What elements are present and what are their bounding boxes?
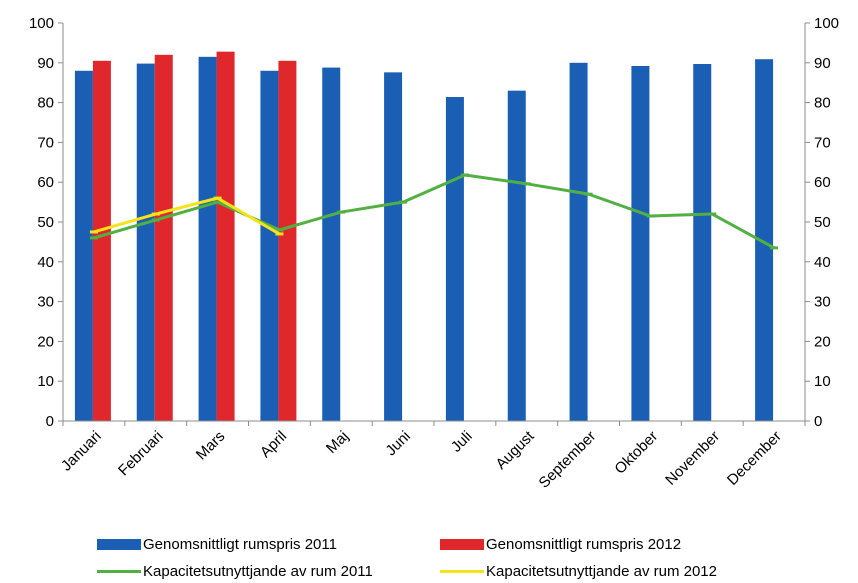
y-tick-label-left-30: 30 bbox=[37, 294, 54, 311]
line-point-2011-september bbox=[584, 192, 593, 196]
line-point-2012-mars bbox=[213, 196, 222, 200]
x-tick-label-april: April bbox=[257, 428, 290, 461]
y-tick-label-right-50: 50 bbox=[814, 214, 831, 231]
x-tick-label-oktober: Oktober bbox=[611, 428, 661, 478]
bar-2011-mars bbox=[198, 56, 217, 422]
bar-2012-april bbox=[278, 60, 297, 422]
bar-2011-maj bbox=[322, 67, 341, 422]
bar-2011-november bbox=[693, 63, 712, 422]
bar-2011-august bbox=[507, 90, 526, 421]
x-tick-label-mars: Mars bbox=[193, 428, 229, 464]
line-point-2011-juni bbox=[399, 200, 408, 204]
x-tick-label-august: August bbox=[493, 427, 539, 473]
x-tick-label-juni: Juni bbox=[382, 428, 413, 459]
y-tick-label-right-20: 20 bbox=[814, 333, 831, 350]
bar-2012-mars bbox=[216, 51, 235, 421]
line-point-2011-januari bbox=[89, 236, 98, 240]
line-point-2011-februari bbox=[151, 218, 160, 222]
line-point-2011-august bbox=[522, 182, 531, 186]
line-series-2012 bbox=[93, 196, 281, 236]
line-series-2011 bbox=[93, 173, 775, 250]
y-tick-label-left-90: 90 bbox=[37, 55, 54, 72]
bar-2011-oktober bbox=[631, 65, 650, 421]
bar-2011-december bbox=[755, 59, 774, 422]
x-tick-label-juli: Juli bbox=[448, 428, 476, 456]
y-tick-label-left-100: 100 bbox=[29, 15, 54, 32]
bar-2012-februari bbox=[154, 54, 173, 422]
x-tick-label-september: September bbox=[536, 428, 600, 492]
line-point-2011-juli bbox=[460, 173, 469, 177]
bar-2011-juni bbox=[384, 72, 403, 422]
bar-2011-januari bbox=[74, 70, 93, 421]
bar-2011-februari bbox=[136, 63, 155, 421]
bar-2011-juli bbox=[445, 97, 464, 421]
y-tick-label-right-70: 70 bbox=[814, 134, 831, 151]
line-point-2012-april bbox=[275, 232, 284, 236]
y-tick-label-right-80: 80 bbox=[814, 95, 831, 112]
x-tick-label-februari: Februari bbox=[115, 428, 167, 480]
x-tick-label-januari: Januari bbox=[58, 428, 105, 475]
x-tick-label-maj: Maj bbox=[323, 428, 352, 457]
line-point-2011-november bbox=[708, 212, 717, 216]
bar-2011-september bbox=[569, 62, 588, 422]
bar-2012-januari bbox=[92, 60, 111, 422]
line-point-2011-mars bbox=[213, 200, 222, 204]
line-point-2011-oktober bbox=[646, 214, 655, 218]
y-tick-label-right-10: 10 bbox=[814, 373, 831, 390]
line-point-2011-maj bbox=[337, 210, 346, 214]
line-point-2011-december bbox=[770, 246, 779, 250]
y-tick-label-right-0: 0 bbox=[814, 413, 822, 430]
y-tick-label-left-10: 10 bbox=[37, 373, 54, 390]
y-tick-label-left-70: 70 bbox=[37, 134, 54, 151]
bar-2011-april bbox=[260, 70, 279, 421]
y-tick-label-right-100: 100 bbox=[814, 15, 839, 32]
y-tick-label-left-80: 80 bbox=[37, 95, 54, 112]
y-tick-label-left-0: 0 bbox=[46, 413, 54, 430]
y-tick-label-left-20: 20 bbox=[37, 333, 54, 350]
line-point-2011-april bbox=[275, 228, 284, 232]
line-point-2012-februari bbox=[151, 212, 160, 216]
line-point-2012-januari bbox=[89, 230, 98, 234]
y-tick-label-right-40: 40 bbox=[814, 254, 831, 271]
y-tick-label-right-90: 90 bbox=[814, 55, 831, 72]
y-tick-label-left-40: 40 bbox=[37, 254, 54, 271]
y-tick-label-left-60: 60 bbox=[37, 174, 54, 191]
x-tick-label-november: November bbox=[662, 428, 723, 489]
y-tick-label-left-50: 50 bbox=[37, 214, 54, 231]
x-tick-label-december: December bbox=[724, 428, 785, 489]
plot-area: 0 10 20 30 40 50 60 70 80 90 100 0 10 20 30 40 50 60 70 80 9… bbox=[29, 15, 839, 492]
y-tick-label-right-60: 60 bbox=[814, 174, 831, 191]
y-tick-label-right-30: 30 bbox=[814, 294, 831, 311]
